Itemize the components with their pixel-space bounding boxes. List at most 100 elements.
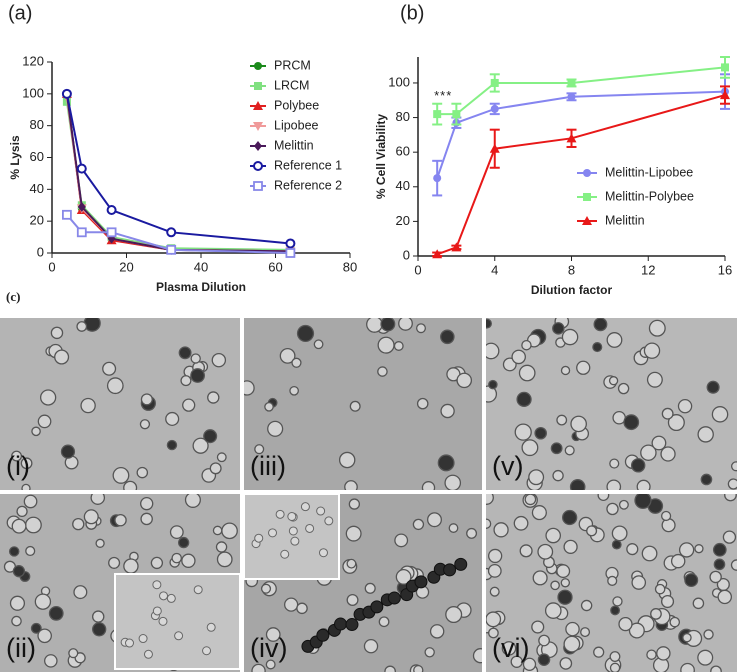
cell <box>486 494 494 505</box>
cell <box>648 319 666 337</box>
cell <box>694 544 704 554</box>
x-tick-label: 40 <box>194 259 208 274</box>
cell <box>617 382 630 395</box>
cell <box>178 346 192 360</box>
cell <box>296 602 308 615</box>
cell <box>650 608 662 620</box>
marker <box>253 101 263 110</box>
marker <box>166 244 177 255</box>
cell <box>511 349 526 365</box>
cell <box>524 494 537 506</box>
cell <box>608 376 619 386</box>
cell <box>152 606 162 616</box>
cell <box>140 393 153 406</box>
cell <box>202 646 212 656</box>
cell <box>514 423 532 441</box>
cell <box>630 458 646 473</box>
cell <box>44 654 58 668</box>
cell <box>112 466 130 484</box>
cell <box>123 558 139 574</box>
cell <box>288 526 298 536</box>
cell <box>528 469 545 486</box>
cell <box>37 414 52 429</box>
cell <box>289 385 299 396</box>
x-tick-label: 12 <box>641 262 655 277</box>
cell <box>456 372 473 389</box>
cell <box>316 628 330 642</box>
cell <box>703 629 714 640</box>
cell <box>692 597 705 610</box>
cell <box>206 622 216 632</box>
cell <box>91 610 105 623</box>
cells <box>244 494 482 672</box>
cell <box>143 649 153 659</box>
cell <box>611 525 628 542</box>
cell <box>338 451 356 469</box>
cell <box>296 324 315 343</box>
y-tick-label: 60 <box>30 149 44 164</box>
cell <box>363 639 379 654</box>
cell <box>712 542 727 557</box>
cell <box>486 342 500 360</box>
cell <box>114 513 127 527</box>
cell <box>489 586 500 597</box>
cell <box>717 589 733 605</box>
marker <box>489 143 500 153</box>
cells <box>11 318 227 490</box>
legend-label: Lipobee <box>274 118 319 132</box>
cell <box>592 342 603 353</box>
cell <box>531 620 545 634</box>
cell <box>654 583 666 595</box>
cell <box>34 593 52 610</box>
legend-label: Melittin-Lipobee <box>605 165 693 179</box>
cell <box>290 536 300 546</box>
cell <box>597 494 610 502</box>
cell <box>513 515 529 531</box>
cell <box>626 543 639 556</box>
cell <box>518 364 536 382</box>
cell <box>300 502 310 512</box>
cell <box>661 518 676 533</box>
cell <box>501 641 517 656</box>
marker <box>490 78 499 87</box>
cell <box>486 611 502 628</box>
panel-label: (b) <box>400 2 424 24</box>
cell <box>563 635 581 653</box>
y-axis-label: % Lysis <box>8 135 22 180</box>
cell <box>711 406 729 423</box>
cell <box>580 599 593 612</box>
cell <box>552 322 565 335</box>
cell <box>138 634 148 644</box>
cell <box>623 414 640 431</box>
cell <box>11 615 22 627</box>
cell <box>280 549 290 559</box>
marker <box>721 63 729 72</box>
cell <box>570 415 587 433</box>
cell <box>646 371 663 388</box>
cell <box>680 662 695 672</box>
cell <box>207 391 220 404</box>
cell <box>670 553 686 569</box>
cell <box>563 539 578 554</box>
micrograph: (ii) <box>0 494 241 672</box>
cell <box>552 469 564 482</box>
marker <box>433 110 442 119</box>
cell <box>660 446 676 462</box>
micrograph-label: (iv) <box>250 633 287 663</box>
cell <box>634 494 652 510</box>
cell <box>678 542 695 558</box>
cell <box>279 347 296 364</box>
cell <box>108 556 121 569</box>
cell <box>9 595 26 611</box>
cell <box>348 498 361 510</box>
y-axis-label: % Cell Viability <box>374 114 388 199</box>
cell <box>488 379 498 390</box>
cell <box>11 518 27 534</box>
cell <box>140 496 154 511</box>
legend-label: Melittin <box>274 138 314 152</box>
cell <box>90 494 106 505</box>
cell <box>709 570 722 584</box>
cell <box>284 597 299 612</box>
cell <box>556 564 571 579</box>
cell <box>730 461 737 472</box>
